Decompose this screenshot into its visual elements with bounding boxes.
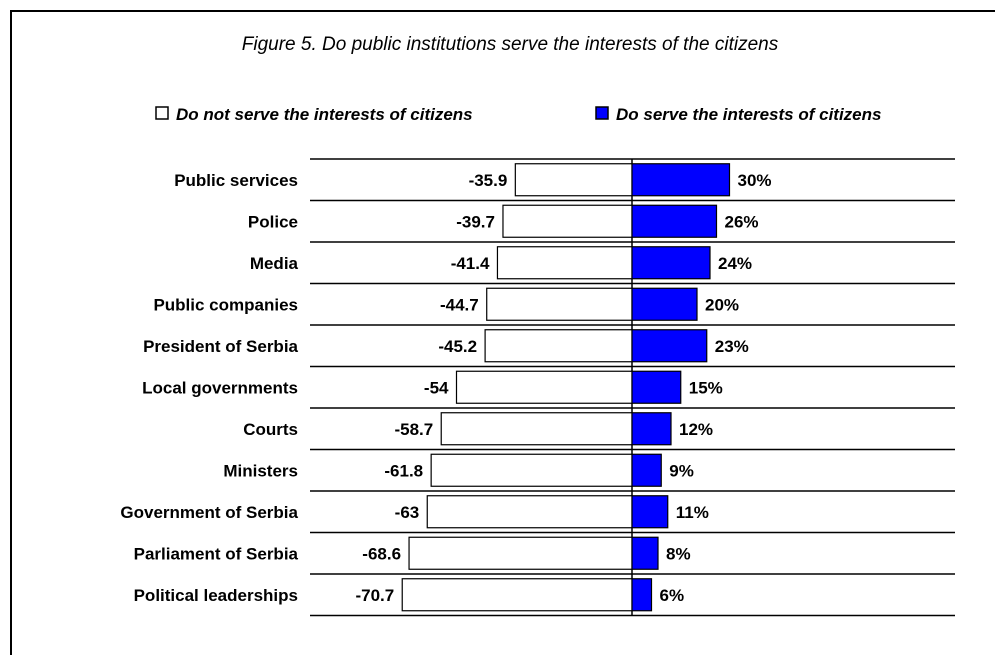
bar-do-serve [631, 246, 711, 280]
bar-do-not-serve [514, 163, 633, 197]
bar-do-not-serve [430, 453, 633, 487]
category-label: President of Serbia [143, 337, 298, 356]
category-label: Government of Serbia [120, 503, 298, 522]
data-label-do-not-serve: -45.2 [438, 337, 477, 356]
data-label-do-not-serve: -68.6 [362, 544, 401, 563]
legend-label-do-serve: Do serve the interests of citizens [616, 105, 881, 124]
bar-do-not-serve [486, 287, 633, 321]
bar-do-serve [631, 453, 662, 487]
legend-label-do-not-serve: Do not serve the interests of citizens [176, 105, 473, 124]
data-label-do-not-serve: -58.7 [394, 420, 433, 439]
bar-do-serve [631, 287, 698, 321]
bar-do-not-serve [440, 412, 633, 446]
data-label-do-serve: 8% [666, 544, 691, 563]
category-label: Public companies [153, 295, 298, 314]
category-label: Public services [174, 171, 298, 190]
category-label: Local governments [142, 378, 298, 397]
data-label-do-not-serve: -35.9 [469, 171, 508, 190]
data-label-do-not-serve: -63 [395, 503, 420, 522]
bar-do-serve [631, 204, 718, 238]
bar-do-serve [631, 495, 669, 529]
legend: Do not serve the interests of citizens D… [155, 105, 881, 124]
data-label-do-serve: 20% [705, 295, 739, 314]
bar-do-serve [631, 412, 672, 446]
legend-swatch-do-not-serve [155, 106, 169, 120]
data-label-do-not-serve: -61.8 [384, 461, 423, 480]
data-label-do-not-serve: -39.7 [456, 212, 495, 231]
bar-do-not-serve [408, 536, 633, 570]
data-label-do-serve: 6% [660, 586, 685, 605]
category-label: Police [248, 212, 298, 231]
data-label-do-serve: 11% [676, 503, 709, 522]
bar-do-not-serve [401, 578, 633, 612]
bar-do-not-serve [502, 204, 633, 238]
data-label-do-serve: 12% [679, 420, 713, 439]
data-label-do-serve: 26% [725, 212, 759, 231]
bar-do-serve [631, 536, 659, 570]
data-label-do-not-serve: -70.7 [355, 586, 394, 605]
category-label: Political leaderships [134, 586, 298, 605]
data-label-do-serve: 23% [715, 337, 749, 356]
category-label: Ministers [223, 461, 298, 480]
data-label-do-not-serve: -54 [424, 378, 449, 397]
data-label-do-serve: 24% [718, 254, 752, 273]
bar-do-not-serve [426, 495, 633, 529]
bar-do-serve [631, 370, 682, 404]
data-label-do-serve: 30% [738, 171, 772, 190]
category-label: Parliament of Serbia [134, 544, 299, 563]
chart-frame [10, 10, 995, 655]
data-label-do-serve: 9% [669, 461, 694, 480]
category-label: Media [250, 254, 299, 273]
category-label: Courts [243, 420, 298, 439]
bar-do-not-serve [496, 246, 633, 280]
data-label-do-not-serve: -41.4 [451, 254, 490, 273]
chart-title: Figure 5. Do public institutions serve t… [242, 34, 779, 55]
data-label-do-serve: 15% [689, 378, 723, 397]
data-label-do-not-serve: -44.7 [440, 295, 479, 314]
bar-do-not-serve [484, 329, 633, 363]
bar-do-serve [631, 163, 731, 197]
legend-swatch-do-serve [595, 106, 609, 120]
bar-do-serve [631, 329, 708, 363]
bars-layer [401, 163, 731, 612]
bar-do-serve [631, 578, 653, 612]
labels-layer: Public services -35.9 30% Police -39.7 26% Med… [120, 171, 771, 605]
bar-do-not-serve [455, 370, 633, 404]
